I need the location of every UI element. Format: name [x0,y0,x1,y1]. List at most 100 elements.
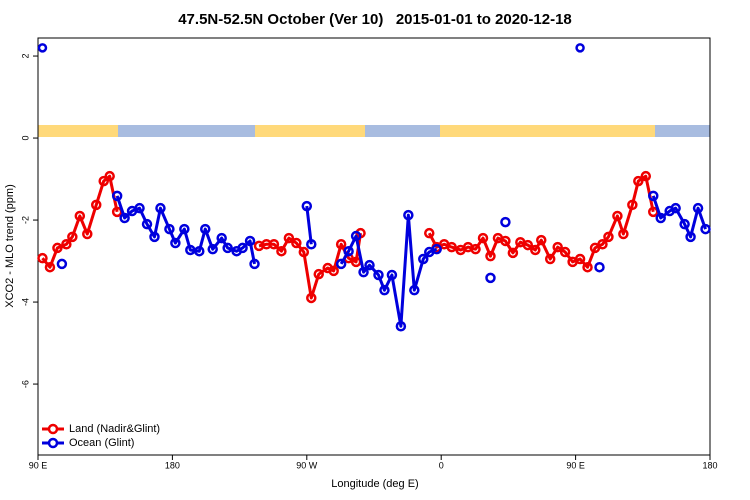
data-point [470,243,481,255]
series-line [41,174,655,300]
data-point [313,268,324,280]
data-point [700,223,711,235]
data-point [500,216,511,228]
legend-text: Land (Nadir&Glint) [69,423,160,435]
data-point [379,284,390,296]
data-point [485,250,496,262]
data-point [618,228,629,240]
data-point [386,269,398,281]
legend-text: Ocean (Glint) [69,437,134,449]
data-point [194,245,205,257]
data-point [52,242,63,254]
x-tick-label: 180 [702,460,717,470]
data-point [335,238,347,250]
data-point [477,232,489,244]
data-point [670,202,681,214]
y-tick-label: -6 [20,380,30,388]
data-point [111,190,123,202]
y-tick-label: 2 [20,54,30,59]
data-point [522,239,534,251]
data-point [627,199,638,211]
data-point [283,232,295,244]
x-tick-label: 90 E [566,460,585,470]
data-point [44,261,56,273]
series-line [115,195,707,328]
data-point [149,231,160,243]
data-point [424,227,435,239]
data-point [301,200,313,212]
data-point [679,218,690,230]
data-point [507,247,519,259]
data-point [207,243,218,255]
data-point [170,237,181,249]
data-point [431,243,442,255]
data-point [164,223,175,235]
data-point [104,170,115,182]
y-tick-label: 0 [20,136,30,141]
data-point [119,212,130,224]
data-point [134,202,145,214]
x-tick-label: 90 W [296,460,318,470]
data-point [61,238,72,250]
data-point [364,259,375,271]
y-axis-label: XCO2 - MLO trend (ppm) [4,184,16,307]
outlier-point [37,43,48,53]
x-axis-label: Longitude (deg E) [331,478,418,490]
data-point [268,238,280,250]
data-point [692,202,704,214]
data-point [74,210,86,222]
data-point [409,284,420,296]
data-point [559,246,571,258]
x-tick-label: 180 [165,460,180,470]
data-point [640,170,652,182]
chart-title: 47.5N-52.5N October (Ver 10) 2015-01-01 … [178,11,572,28]
legend-marker [47,423,59,435]
data-point [594,261,605,273]
data-point [67,231,78,243]
data-point [574,253,586,265]
data-point [358,266,369,278]
data-point [582,261,593,273]
data-point [306,238,317,250]
data-point [403,209,414,221]
data-point [90,199,102,211]
data-point [155,202,166,214]
data-point [244,235,256,247]
data-point [648,190,659,202]
y-tick-label: -4 [20,298,30,306]
data-point [685,231,696,243]
data-point [276,245,287,257]
data-point [597,238,608,250]
data-point [603,231,614,243]
data-point [237,242,248,254]
data-point [37,252,48,264]
data-point [544,253,556,265]
data-point [222,242,233,254]
data-point [655,212,666,224]
data-point [633,175,644,187]
x-tick-label: 90 E [29,460,48,470]
y-tick-label: -2 [20,216,30,224]
legend: Land (Nadir&Glint) Ocean (Glint) [42,423,160,449]
ocean-strip [365,125,440,137]
data-point [82,228,93,240]
data-point [56,258,68,270]
data-point [291,237,302,249]
plot-frame [37,37,711,456]
ocean-strip [118,125,255,137]
data-point [446,241,457,253]
data-point [249,258,260,270]
data-point [485,272,496,284]
data-point [306,292,317,304]
data-point [141,218,153,230]
data-point [343,245,354,257]
data-point [395,321,407,332]
data-point [612,210,623,222]
data-point [98,175,109,187]
x-tick-label: 0 [439,460,444,470]
data-point [530,244,541,256]
data-point [328,265,339,277]
data-point [536,234,547,246]
